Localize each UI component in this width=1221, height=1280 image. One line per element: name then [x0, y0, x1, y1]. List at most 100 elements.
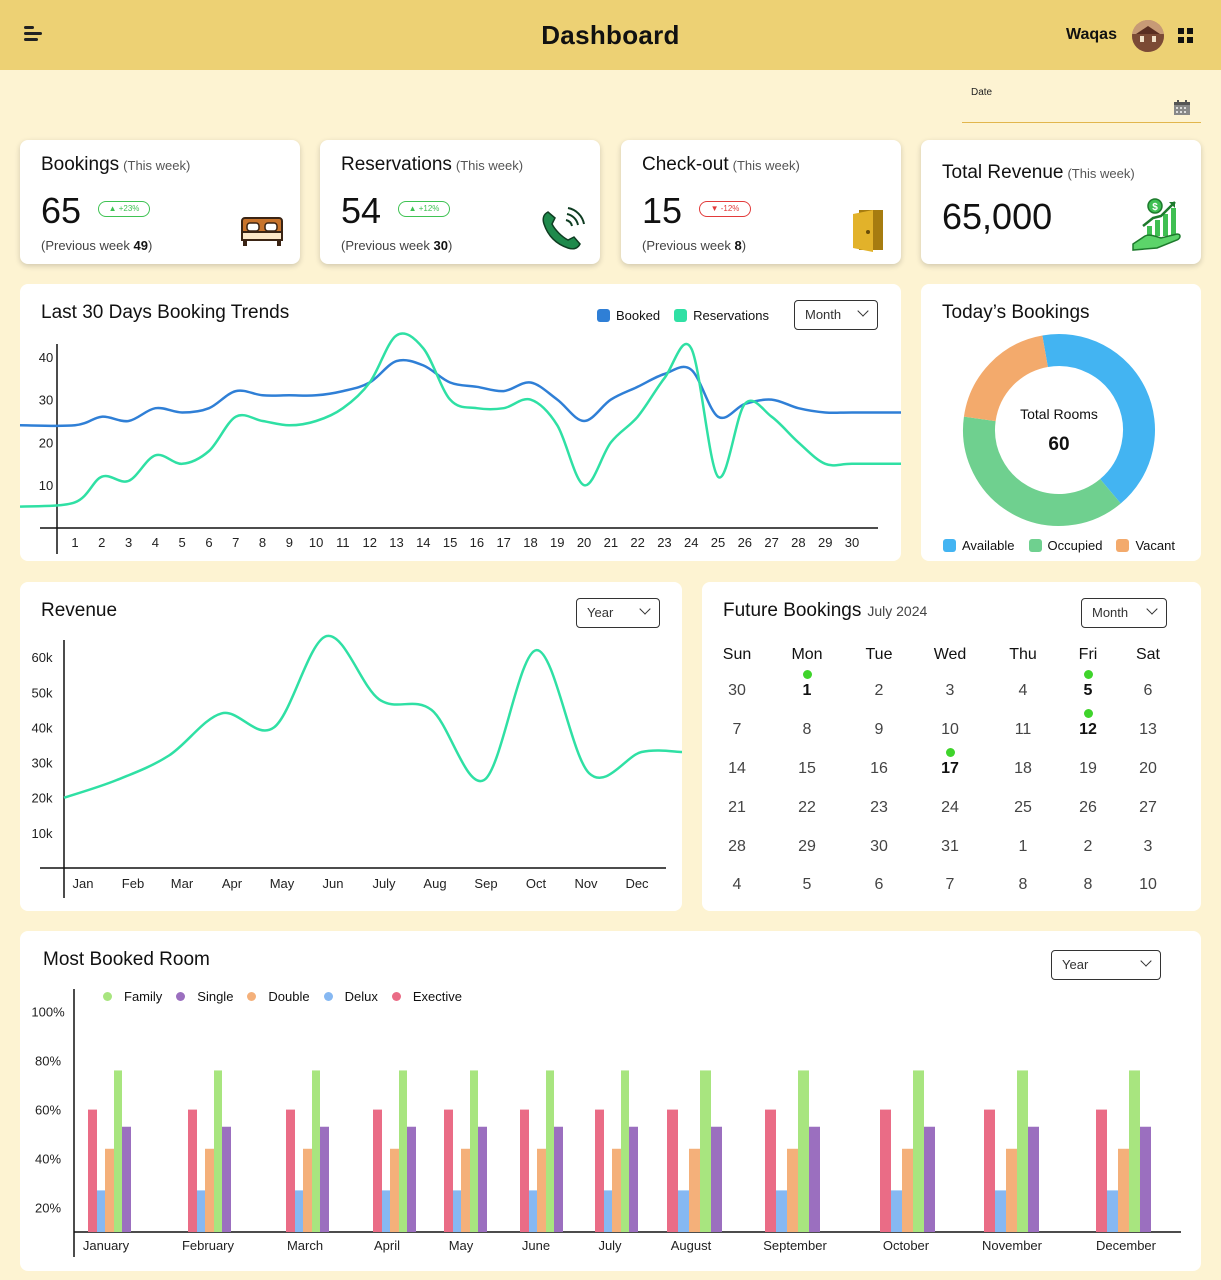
series-line-booked — [20, 358, 901, 428]
y-tick-label: 100% — [31, 1005, 65, 1020]
bar-exective — [520, 1109, 529, 1232]
date-field[interactable]: Date — [962, 84, 1201, 123]
calendar-day[interactable]: 8 — [1083, 876, 1093, 893]
calendar-day[interactable]: 20 — [1139, 760, 1157, 777]
most-booked-room-panel: Most Booked Room Year Family Single Double… — [20, 931, 1201, 1271]
bar-delux — [995, 1190, 1006, 1232]
calendar-day[interactable]: 2 — [1083, 838, 1093, 855]
calendar-day[interactable]: 23 — [870, 799, 888, 816]
bar-double — [787, 1148, 798, 1232]
x-tick-label: Oct — [526, 876, 547, 891]
bar-exective — [286, 1109, 295, 1232]
calendar-day[interactable]: 17 — [941, 760, 959, 777]
bar-delux — [891, 1190, 902, 1232]
calendar-day[interactable]: 1 — [1018, 838, 1028, 855]
apps-grid-icon[interactable] — [1178, 28, 1193, 43]
x-tick-label: 21 — [604, 535, 618, 550]
bar-double — [390, 1148, 399, 1232]
calendar-day[interactable]: 7 — [732, 721, 742, 738]
rooms-period-dropdown[interactable]: Year — [1051, 950, 1161, 980]
trends-period-dropdown[interactable]: Month — [794, 300, 878, 330]
calendar-day[interactable]: 12 — [1079, 721, 1097, 738]
calendar-day[interactable]: 27 — [1139, 799, 1157, 816]
calendar-day[interactable]: 22 — [798, 799, 816, 816]
calendar-day[interactable]: 6 — [874, 876, 884, 893]
booking-dot — [1084, 709, 1093, 718]
bookings-card[interactable]: Bookings (This week) 65 ▲ +23% (Previous … — [20, 140, 300, 264]
weekday-header: Mon — [791, 646, 823, 663]
calendar-day[interactable]: 10 — [1139, 876, 1157, 893]
calendar-icon[interactable] — [1173, 100, 1191, 116]
door-icon — [853, 210, 883, 252]
x-tick-label: 6 — [205, 535, 212, 550]
x-tick-label: September — [763, 1238, 827, 1253]
x-tick-label: 1 — [71, 535, 78, 550]
calendar-day[interactable]: 9 — [874, 721, 884, 738]
calendar-day[interactable]: 13 — [1139, 721, 1157, 738]
calendar-day[interactable]: 30 — [870, 838, 888, 855]
legend-item-exective: Exective — [391, 989, 462, 1004]
calendar-day[interactable]: 10 — [941, 721, 959, 738]
y-tick-label: 60% — [35, 1103, 61, 1118]
calendar-day[interactable]: 8 — [802, 721, 812, 738]
bar-delux — [529, 1190, 537, 1232]
calendar-day[interactable]: 15 — [798, 760, 816, 777]
y-tick-label: 20 — [39, 435, 53, 450]
avatar[interactable] — [1132, 20, 1164, 52]
reservations-card[interactable]: Reservations (This week) 54 ▲ +12% (Previ… — [320, 140, 600, 264]
x-tick-label: July — [598, 1238, 622, 1253]
weekday-header: Fri — [1078, 646, 1098, 663]
weekday-header: Wed — [933, 646, 967, 663]
calendar-day[interactable]: 4 — [732, 876, 742, 893]
revenue-period-dropdown[interactable]: Year — [576, 598, 660, 628]
x-tick-label: 2 — [98, 535, 105, 550]
future-bookings-panel: Future Bookings July 2024 Month Sun Mon Tue… — [702, 582, 1201, 911]
x-tick-label: Aug — [423, 876, 446, 891]
calendar-day[interactable]: 29 — [798, 838, 816, 855]
y-tick-label: 80% — [35, 1054, 61, 1069]
calendar-day[interactable]: 7 — [945, 876, 955, 893]
y-tick-label: 60k — [32, 650, 53, 665]
calendar-day[interactable]: 28 — [728, 838, 746, 855]
trend-badge: ▲ +23% — [98, 201, 150, 217]
calendar-day[interactable]: 19 — [1079, 760, 1097, 777]
calendar-day[interactable]: 3 — [945, 682, 955, 699]
bar-single — [554, 1126, 563, 1232]
y-tick-label: 40% — [35, 1152, 61, 1167]
x-tick-label: 20 — [577, 535, 591, 550]
calendar-day[interactable]: 2 — [874, 682, 884, 699]
calendar-day[interactable]: 5 — [802, 876, 812, 893]
calendar-day[interactable]: 31 — [941, 838, 959, 855]
total-revenue-card[interactable]: Total Revenue (This week) 65,000 $ — [921, 140, 1201, 264]
calendar-day[interactable]: 26 — [1079, 799, 1097, 816]
calendar-day[interactable]: 21 — [728, 799, 746, 816]
calendar-day[interactable]: 3 — [1143, 838, 1153, 855]
bar-family — [700, 1070, 711, 1232]
calendar-day[interactable]: 4 — [1018, 682, 1028, 699]
calendar-day[interactable]: 25 — [1014, 799, 1032, 816]
calendar-day[interactable]: 30 — [728, 682, 746, 699]
calendar-day[interactable]: 24 — [941, 799, 959, 816]
x-tick-label: Jun — [323, 876, 344, 891]
bar-single — [711, 1126, 722, 1232]
calendar-day[interactable]: 18 — [1014, 760, 1032, 777]
bed-icon — [241, 217, 283, 246]
x-tick-label: 5 — [179, 535, 186, 550]
calendar-day[interactable]: 16 — [870, 760, 888, 777]
previous-week: (Previous week 30) — [341, 238, 453, 253]
calendar-day[interactable]: 5 — [1083, 682, 1093, 699]
calendar-period-dropdown[interactable]: Month — [1081, 598, 1167, 628]
calendar-day[interactable]: 14 — [728, 760, 746, 777]
checkout-card[interactable]: Check-out (This week) 15 ▼ -12% (Previous… — [621, 140, 901, 264]
x-tick-label: May — [270, 876, 295, 891]
x-tick-label: 12 — [362, 535, 376, 550]
y-tick-label: 30k — [32, 756, 53, 771]
calendar-day[interactable]: 8 — [1018, 876, 1028, 893]
booking-dot — [946, 748, 955, 757]
calendar-day[interactable]: 6 — [1143, 682, 1153, 699]
calendar-day[interactable]: 1 — [802, 682, 812, 699]
x-tick-label: Nov — [574, 876, 598, 891]
legend-item-double: Double — [247, 989, 310, 1004]
menu-icon[interactable] — [24, 26, 44, 44]
calendar-day[interactable]: 11 — [1014, 721, 1032, 738]
